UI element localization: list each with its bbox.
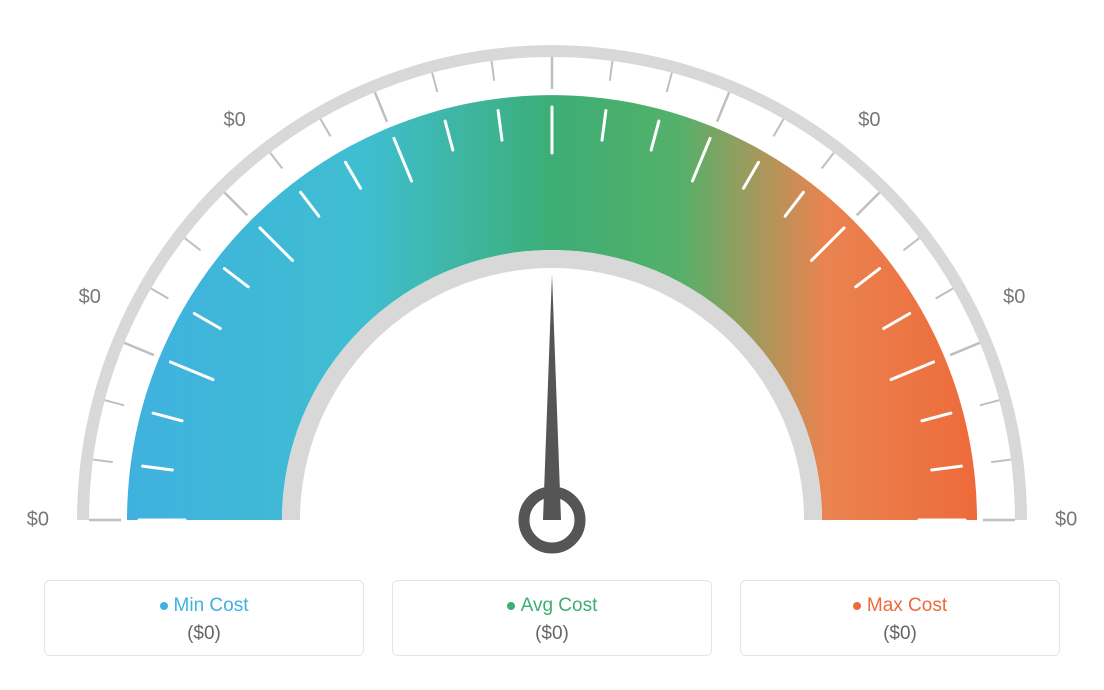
gauge-svg: $0 $0 $0 $0 $0 $0 $0 <box>20 20 1084 570</box>
legend-label-avg: Avg Cost <box>393 595 711 617</box>
svg-text:$0: $0 <box>541 20 563 21</box>
legend-text-min: Min Cost <box>174 595 249 616</box>
legend-value-min: ($0) <box>45 623 363 645</box>
svg-text:$0: $0 <box>1003 286 1025 308</box>
svg-text:$0: $0 <box>27 508 49 530</box>
legend-label-min: Min Cost <box>45 595 363 617</box>
svg-text:$0: $0 <box>224 109 246 131</box>
legend-card-max: Max Cost ($0) <box>740 580 1060 656</box>
legend-text-max: Max Cost <box>867 595 947 616</box>
legend-dot-max <box>853 602 861 610</box>
legend-row: Min Cost ($0) Avg Cost ($0) Max Cost ($0… <box>20 580 1084 656</box>
legend-card-avg: Avg Cost ($0) <box>392 580 712 656</box>
legend-card-min: Min Cost ($0) <box>44 580 364 656</box>
legend-value-avg: ($0) <box>393 623 711 645</box>
svg-text:$0: $0 <box>1055 508 1077 530</box>
cost-gauge-chart: $0 $0 $0 $0 $0 $0 $0 <box>20 20 1084 570</box>
legend-dot-avg <box>507 602 515 610</box>
legend-label-max: Max Cost <box>741 595 1059 617</box>
legend-text-avg: Avg Cost <box>521 595 598 616</box>
legend-dot-min <box>160 602 168 610</box>
legend-value-max: ($0) <box>741 623 1059 645</box>
svg-text:$0: $0 <box>858 109 880 131</box>
svg-text:$0: $0 <box>79 286 101 308</box>
